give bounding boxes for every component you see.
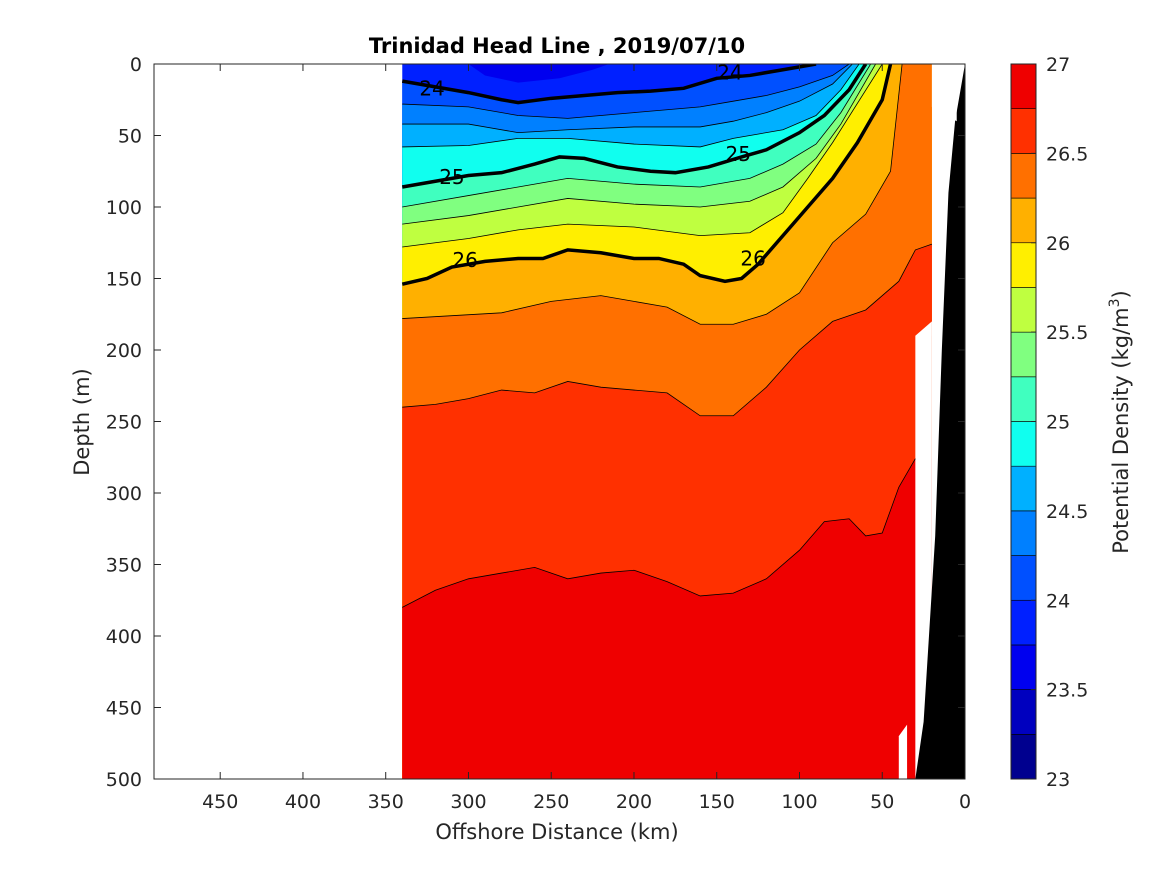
isopycnal-major bbox=[401, 64, 893, 286]
contour-label: 26 bbox=[452, 248, 477, 272]
x-tick-label: 200 bbox=[616, 791, 652, 813]
colorbar-tick-label: 23.5 bbox=[1046, 680, 1088, 702]
isopycnal-minor bbox=[402, 64, 883, 248]
contour-labels: 24 24 25 25 26 26 bbox=[419, 61, 766, 272]
isopycnal-minor bbox=[402, 64, 872, 208]
contour-label: 25 bbox=[439, 165, 464, 189]
isopycnal-major bbox=[401, 64, 817, 105]
colorbar-segment bbox=[1010, 599, 1037, 646]
colorbar-label-main: Potential Density (kg/m bbox=[1109, 307, 1133, 553]
colorbar-segment bbox=[1010, 689, 1037, 735]
colorbar-segment bbox=[1010, 376, 1037, 422]
y-tick-label: 100 bbox=[106, 197, 142, 219]
density-band bbox=[402, 458, 932, 779]
x-axis-label: Offshore Distance (km) bbox=[435, 820, 678, 844]
y-tick-label: 450 bbox=[106, 698, 142, 720]
colorbar-segment bbox=[1010, 287, 1037, 333]
colorbar-segment bbox=[1010, 555, 1037, 601]
colorbar-tick-label: 27 bbox=[1046, 54, 1070, 76]
colorbar-segment bbox=[1010, 644, 1037, 690]
y-axis: 0 50 100 150 200 250 300 350 400 450 500 bbox=[106, 54, 965, 791]
colorbar-segment bbox=[1010, 465, 1037, 512]
isopycnal-minor bbox=[402, 64, 853, 134]
density-band bbox=[468, 64, 610, 83]
colorbar-segment bbox=[1010, 242, 1037, 288]
isopycnal-minor bbox=[402, 64, 903, 325]
x-tick-label: 250 bbox=[533, 791, 569, 813]
chart-title: Trinidad Head Line , 2019/07/10 bbox=[369, 34, 745, 58]
colorbar-tick-label: 24.5 bbox=[1046, 501, 1088, 523]
contour-label: 25 bbox=[726, 142, 751, 166]
x-tick-label: 150 bbox=[699, 791, 735, 813]
x-tick-label: 300 bbox=[450, 791, 486, 813]
colorbar-tick-label: 26 bbox=[1046, 233, 1070, 255]
y-tick-label: 50 bbox=[118, 126, 142, 148]
isopycnal-lines bbox=[401, 64, 933, 608]
colorbar-segment bbox=[1010, 331, 1037, 378]
x-tick-label: 100 bbox=[781, 791, 817, 813]
x-tick-label: 0 bbox=[959, 791, 971, 813]
colorbar-tick-label: 25 bbox=[1046, 412, 1070, 434]
colorbar-segment bbox=[1010, 510, 1037, 556]
density-field bbox=[402, 64, 965, 779]
colorbar-label: Potential Density (kg/m3) bbox=[1107, 290, 1133, 554]
x-tick-label: 50 bbox=[870, 791, 894, 813]
isopycnal-minor bbox=[402, 64, 860, 148]
y-tick-label: 400 bbox=[106, 626, 142, 648]
y-tick-label: 0 bbox=[130, 54, 142, 76]
colorbar-segment bbox=[1010, 63, 1037, 109]
isopycnal-minor bbox=[402, 64, 876, 225]
y-tick-label: 350 bbox=[106, 555, 142, 577]
colorbar-label-superscript: 3 bbox=[1107, 298, 1123, 307]
y-tick-label: 150 bbox=[106, 269, 142, 291]
colorbar-segment bbox=[1010, 108, 1037, 154]
x-tick-label: 400 bbox=[285, 791, 321, 813]
colorbar-tick-label: 24 bbox=[1046, 590, 1070, 612]
colorbar-tick-label: 25.5 bbox=[1046, 322, 1088, 344]
colorbar-tick-label: 23 bbox=[1046, 769, 1070, 791]
colorbar-label-suffix: ) bbox=[1109, 290, 1133, 298]
seafloor bbox=[915, 64, 965, 779]
isopycnal-minor bbox=[402, 243, 933, 417]
no-data-region bbox=[898, 724, 908, 779]
isopycnal-minor bbox=[402, 64, 850, 119]
x-axis: 450 400 350 300 250 200 150 100 50 0 bbox=[202, 64, 971, 813]
y-tick-label: 500 bbox=[106, 769, 142, 791]
isopycnal-major bbox=[401, 64, 868, 189]
y-tick-label: 200 bbox=[106, 340, 142, 362]
y-tick-label: 300 bbox=[106, 483, 142, 505]
contour-label: 24 bbox=[717, 61, 742, 85]
colorbar: 23 23.5 24 24.5 25 25.5 26 26.5 27 bbox=[1010, 54, 1088, 791]
y-axis-label: Depth (m) bbox=[70, 368, 94, 475]
y-tick-label: 250 bbox=[106, 412, 142, 434]
isopycnal-minor bbox=[402, 458, 916, 608]
contour-label: 24 bbox=[419, 76, 444, 100]
colorbar-segment bbox=[1010, 197, 1037, 244]
colorbar-tick-label: 26.5 bbox=[1046, 143, 1088, 165]
no-data-region bbox=[931, 64, 957, 122]
x-tick-label: 350 bbox=[368, 791, 404, 813]
colorbar-segment bbox=[1010, 734, 1037, 780]
colorbar-segment bbox=[1010, 421, 1037, 467]
colorbar-segment bbox=[1010, 153, 1037, 199]
contour-label: 26 bbox=[740, 246, 765, 270]
x-tick-label: 450 bbox=[202, 791, 238, 813]
